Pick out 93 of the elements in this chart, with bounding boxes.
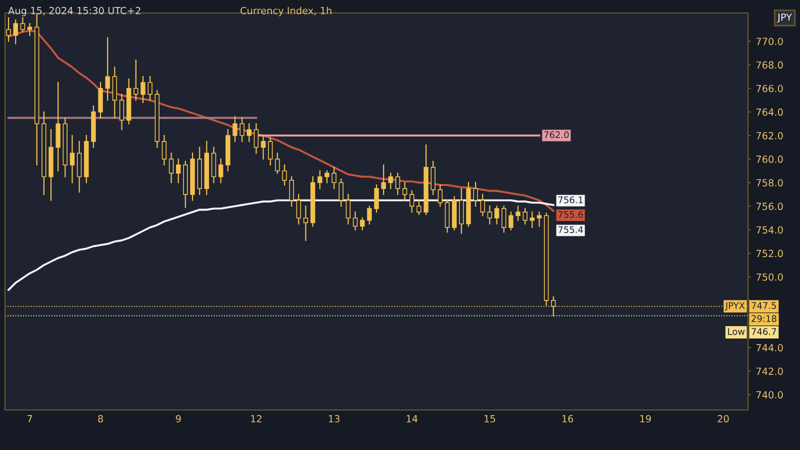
candlestick: [70, 134, 75, 184]
candlestick: [530, 212, 535, 228]
x-tick-label: 19: [640, 415, 651, 422]
annotation: 755.4: [558, 226, 583, 234]
candlestick: [480, 194, 486, 216]
candlestick: [395, 172, 400, 195]
x-tick-label: 7: [27, 415, 32, 422]
candlestick: [473, 182, 478, 207]
candlestick: [119, 94, 124, 130]
candlestick: [27, 23, 32, 36]
x-tick-label: 9: [176, 415, 181, 422]
x-tick-label: 16: [562, 415, 574, 422]
chart-subtitle: Aug 15, 2024 15:30 UTC+2: [8, 6, 140, 16]
candlestick: [105, 37, 110, 101]
candlestick: [338, 178, 344, 207]
candlestick: [402, 182, 408, 201]
x-tick-label: 8: [98, 415, 103, 422]
candlestick: [296, 194, 302, 224]
x-tick-label: 20: [718, 415, 729, 422]
y-tick-label: 756.0: [756, 202, 783, 210]
text: 29:18: [752, 315, 776, 322]
data-label: 755.6: [558, 211, 583, 218]
candlestick: [516, 206, 520, 221]
candlestick: [140, 76, 146, 104]
y-tick-label: 752.0: [756, 250, 783, 258]
candlestick: [56, 82, 60, 172]
candlestick: [381, 164, 386, 195]
candlestick: [134, 60, 138, 101]
candlestick: [268, 137, 273, 166]
candlestick: [260, 134, 266, 160]
ref-line-label: 747.5: [752, 302, 776, 309]
candlestick: [352, 212, 358, 230]
candlestick: [374, 184, 379, 213]
candlestick: [324, 170, 330, 184]
annotation: Low: [728, 328, 745, 335]
candlestick: [176, 158, 181, 184]
candlestick: [20, 17, 26, 32]
candlestick: [211, 146, 216, 184]
y-tick-label: 744.0: [756, 344, 783, 352]
chart-title: Currency Index, 1h: [240, 6, 332, 16]
data-label: 762.0: [544, 131, 569, 138]
candlestick: [502, 206, 506, 233]
x-tick-label: 15: [484, 415, 496, 422]
candlestick: [112, 66, 118, 118]
legend-label: 746.7: [752, 328, 776, 335]
candlestick: [289, 176, 294, 207]
candlestick: [168, 152, 174, 184]
candlestick: [303, 206, 308, 241]
y-tick-label: 754.0: [756, 226, 783, 234]
candlestick: [536, 212, 542, 227]
candlestick: [494, 206, 500, 224]
candlestick: [162, 134, 167, 166]
y-tick-label: 758.0: [756, 179, 783, 186]
candlestick: [388, 172, 394, 190]
y-tick-label: 750.0: [756, 273, 783, 281]
y-tick-label: 742.0: [756, 368, 783, 375]
candlestick: [430, 160, 436, 195]
candlestick: [246, 123, 252, 142]
candlestick: [410, 190, 414, 213]
candlestick: [522, 208, 528, 224]
candlestick: [232, 116, 238, 142]
data-label: 756.1: [558, 196, 583, 204]
annotation: JPYX: [724, 302, 745, 311]
x-tick-label: 14: [406, 415, 418, 422]
candlestick: [218, 158, 224, 184]
candlestick: [459, 188, 464, 234]
y-tick-label: 764.0: [756, 108, 783, 116]
y-tick-label: 770.0: [756, 38, 783, 46]
y-tick-label: 760.0: [756, 156, 783, 163]
candlestick: [98, 82, 103, 118]
y-tick-label: 766.0: [756, 84, 783, 92]
x-tick-label: 13: [328, 415, 340, 422]
candlestick: [254, 123, 259, 154]
candlestick: [282, 164, 287, 186]
candlestick: [240, 117, 244, 142]
candlestick: [332, 166, 336, 190]
candlestick: [416, 200, 422, 215]
candlestick: [76, 140, 82, 193]
candlestick: [367, 206, 372, 224]
candlestick: [13, 20, 18, 44]
y-tick-label: 762.0: [756, 132, 783, 140]
x-tick-label: 12: [251, 415, 262, 422]
candlestick: [508, 212, 514, 230]
candlestick: [275, 152, 280, 174]
candlestick: [360, 217, 365, 230]
candlestick: [438, 184, 443, 207]
candlestick: [148, 76, 152, 101]
y-axis-title: JPY: [777, 14, 792, 23]
candlestick: [318, 170, 322, 190]
y-tick-label: 740.0: [756, 391, 783, 399]
candlestick: [487, 206, 492, 224]
candlestick: [346, 194, 351, 224]
y-tick-label: 768.0: [756, 61, 783, 69]
